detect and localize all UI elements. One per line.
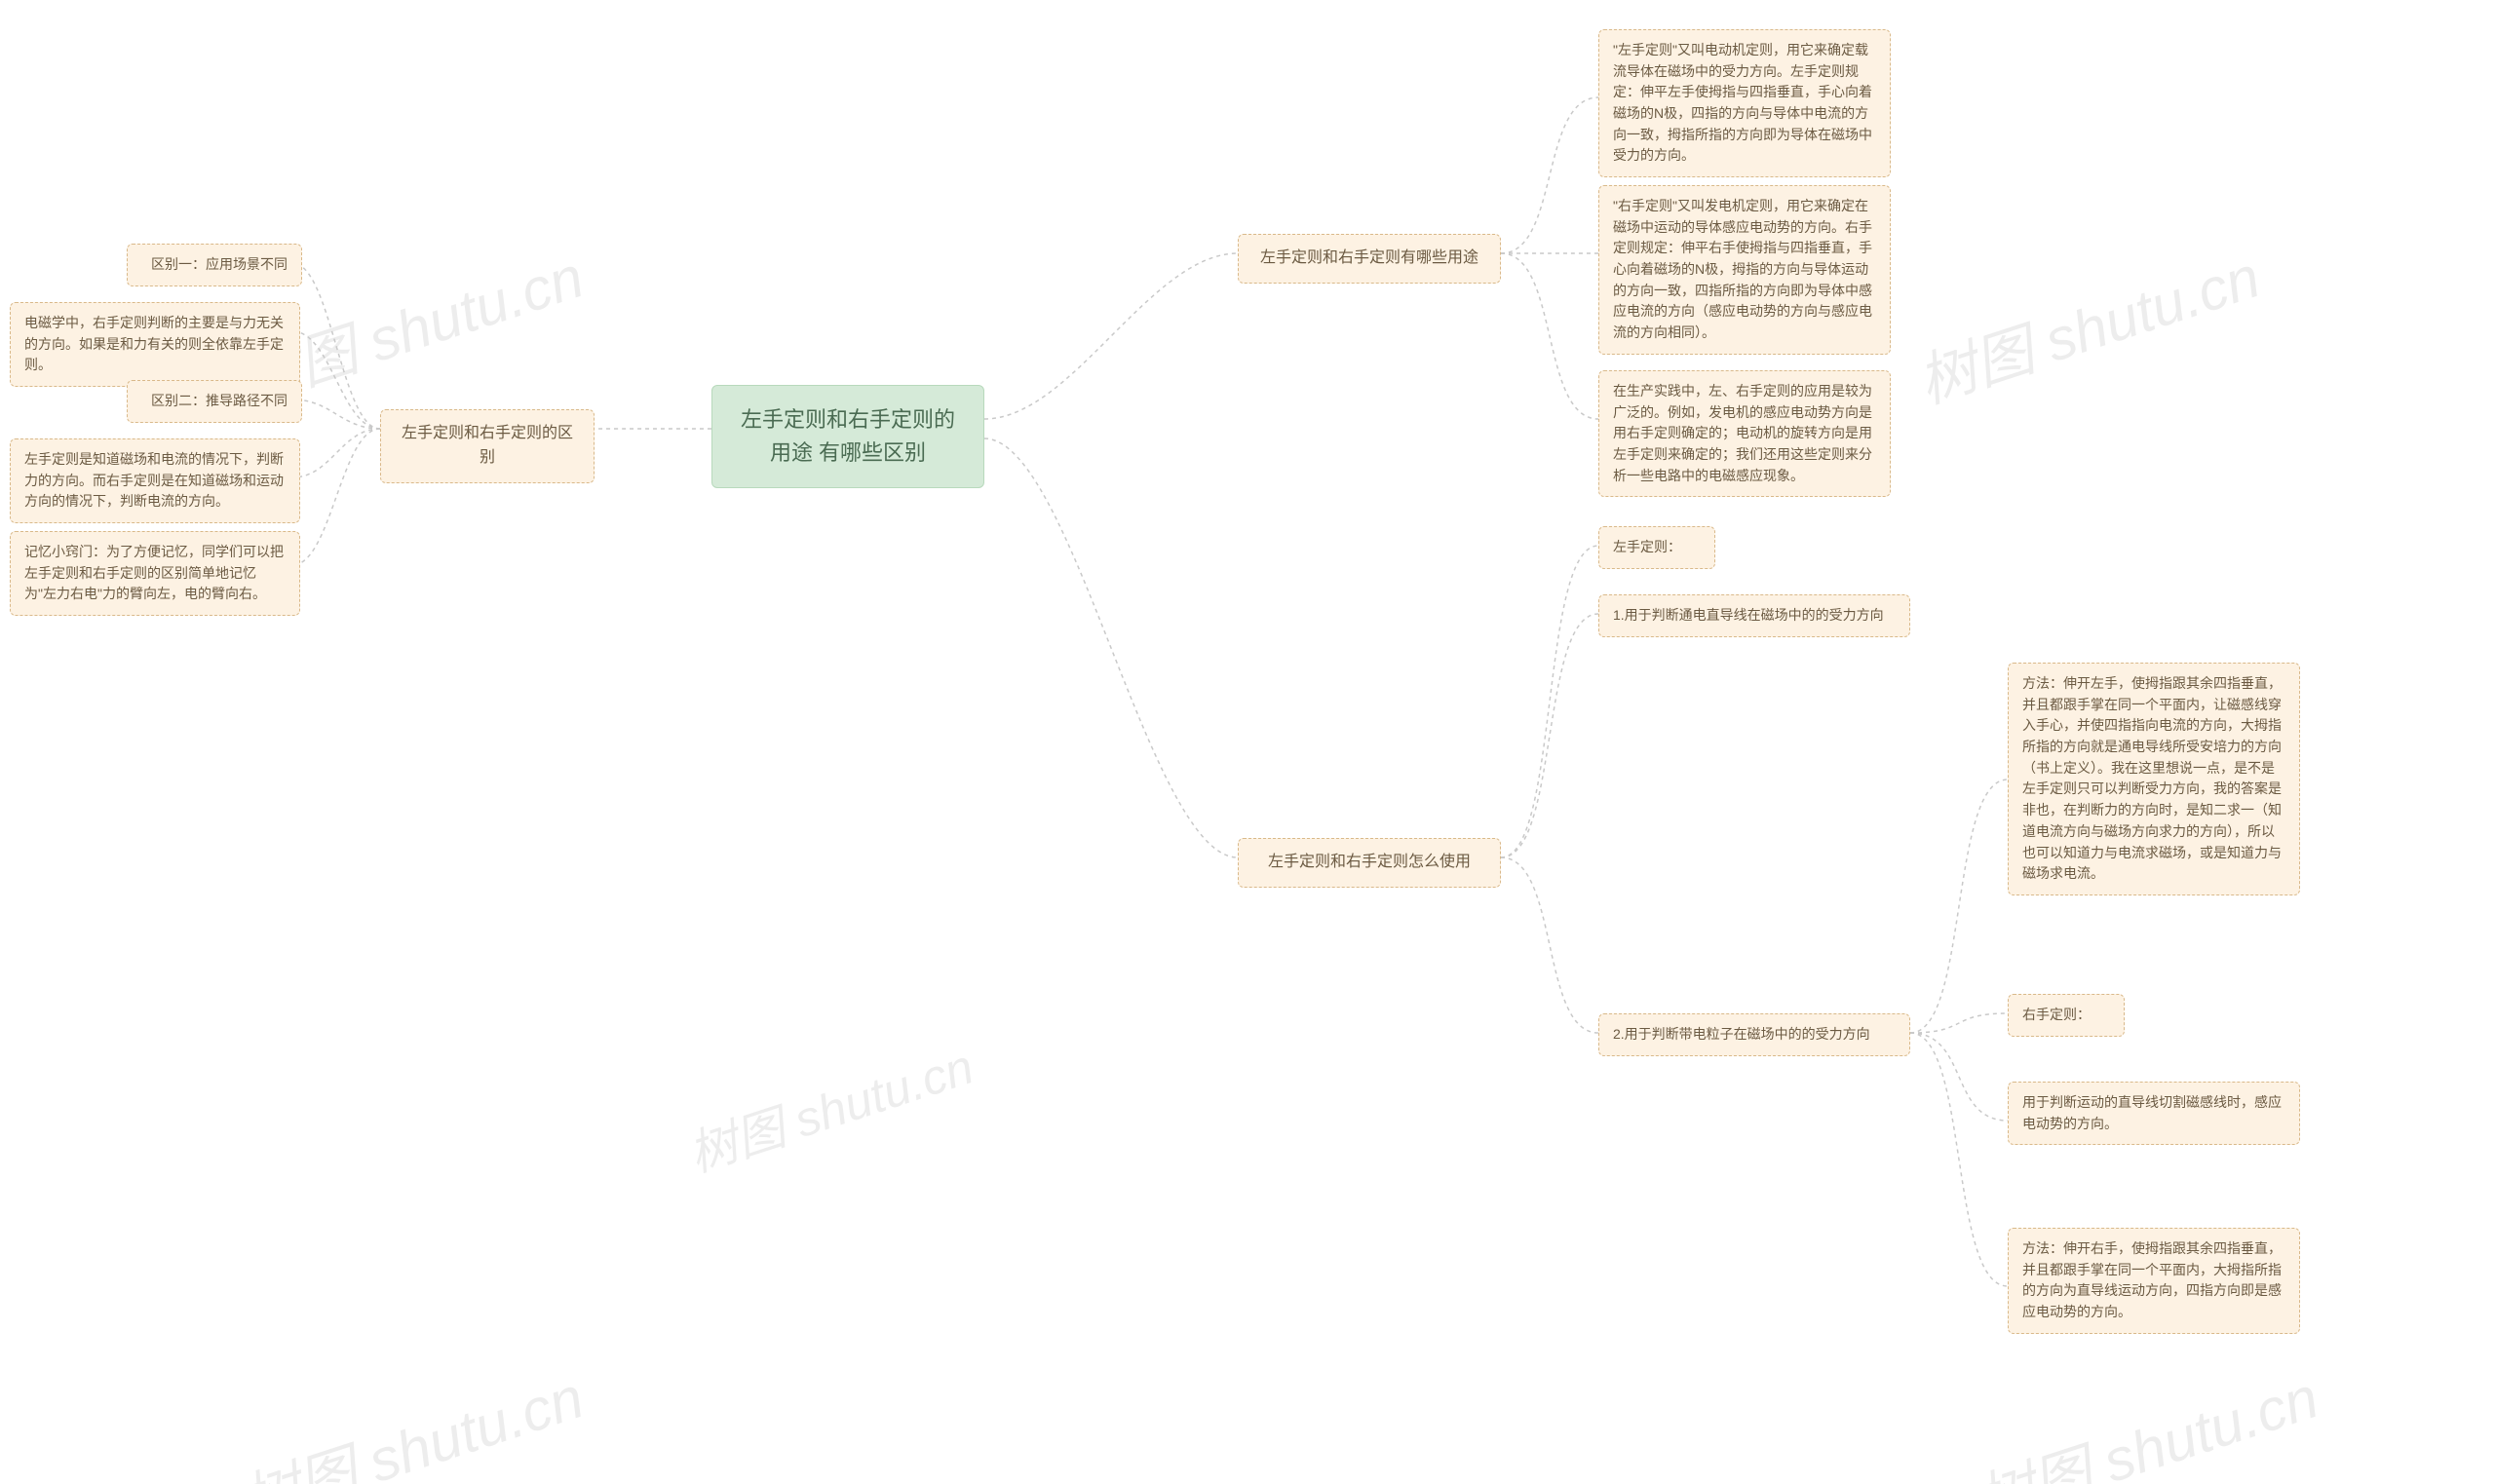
- watermark: 树图 shutu.cn: [1905, 230, 2269, 420]
- right-bottom-branch-label: 左手定则和右手定则怎么使用: [1268, 854, 1471, 870]
- sub-leaf-2: 用于判断运动的直导线切割磁感线时，感应电动势的方向。: [2008, 1082, 2300, 1145]
- right-bottom-leaf-1-text: 1.用于判断通电直导线在磁场中的的受力方向: [1613, 607, 1884, 623]
- right-top-branch-label: 左手定则和右手定则有哪些用途: [1260, 249, 1478, 266]
- left-leaf-3: 左手定则是知道磁场和电流的情况下，判断力的方向。而右手定则是在知道磁场和运动方向…: [10, 438, 300, 523]
- left-branch: 左手定则和右手定则的区别: [380, 409, 595, 483]
- right-top-leaf-1-text: "右手定则"又叫发电机定则，用它来确定在磁场中运动的导体感应电动势的方向。右手定…: [1613, 198, 1872, 340]
- sub-leaf-0-text: 方法：伸开左手，使拇指跟其余四指垂直，并且都跟手掌在同一个平面内，让磁感线穿入手…: [2022, 675, 2282, 881]
- right-bottom-leaf-2-text: 2.用于判断带电粒子在磁场中的的受力方向: [1613, 1026, 1870, 1042]
- left-leaf-3-text: 左手定则是知道磁场和电流的情况下，判断力的方向。而右手定则是在知道磁场和运动方向…: [24, 451, 284, 509]
- right-top-leaf-2-text: 在生产实践中，左、右手定则的应用是较为广泛的。例如，发电机的感应电动势方向是用右…: [1613, 383, 1872, 483]
- left-leaf-2-text: 区别二：推导路径不同: [151, 393, 288, 408]
- right-bottom-leaf-0-text: 左手定则：: [1613, 539, 1681, 554]
- left-leaf-0: 区别一：应用场景不同: [127, 244, 302, 286]
- left-leaf-0-text: 区别一：应用场景不同: [151, 256, 288, 272]
- sub-leaf-0: 方法：伸开左手，使拇指跟其余四指垂直，并且都跟手掌在同一个平面内，让磁感线穿入手…: [2008, 663, 2300, 895]
- right-bottom-branch: 左手定则和右手定则怎么使用: [1238, 838, 1501, 888]
- left-leaf-2: 区别二：推导路径不同: [127, 380, 302, 423]
- right-top-leaf-0: "左手定则"又叫电动机定则，用它来确定载流导体在磁场中的受力方向。左手定则规定：…: [1598, 29, 1891, 177]
- sub-leaf-3-text: 方法：伸开右手，使拇指跟其余四指垂直，并且都跟手掌在同一个平面内，大拇指所指的方…: [2022, 1240, 2282, 1319]
- watermark: 树图 shutu.cn: [229, 1351, 593, 1484]
- right-top-leaf-2: 在生产实践中，左、右手定则的应用是较为广泛的。例如，发电机的感应电动势方向是用右…: [1598, 370, 1891, 497]
- right-top-branch: 左手定则和右手定则有哪些用途: [1238, 234, 1501, 284]
- left-branch-label: 左手定则和右手定则的区别: [402, 425, 573, 466]
- left-leaf-4-text: 记忆小窍门：为了方便记忆，同学们可以把左手定则和右手定则的区别简单地记忆为"左力…: [24, 544, 284, 601]
- sub-leaf-2-text: 用于判断运动的直导线切割磁感线时，感应电动势的方向。: [2022, 1094, 2282, 1131]
- root-node: 左手定则和右手定则的用途 有哪些区别: [711, 385, 984, 488]
- left-leaf-1-text: 电磁学中，右手定则判断的主要是与力无关的方向。如果是和力有关的则全依靠左手定则。: [24, 315, 284, 372]
- left-leaf-4: 记忆小窍门：为了方便记忆，同学们可以把左手定则和右手定则的区别简单地记忆为"左力…: [10, 531, 300, 616]
- sub-leaf-1: 右手定则：: [2008, 994, 2125, 1037]
- right-top-leaf-1: "右手定则"又叫发电机定则，用它来确定在磁场中运动的导体感应电动势的方向。右手定…: [1598, 185, 1891, 355]
- sub-leaf-1-text: 右手定则：: [2022, 1007, 2091, 1022]
- right-top-leaf-0-text: "左手定则"又叫电动机定则，用它来确定载流导体在磁场中的受力方向。左手定则规定：…: [1613, 42, 1872, 163]
- right-bottom-leaf-1: 1.用于判断通电直导线在磁场中的的受力方向: [1598, 594, 1910, 637]
- right-bottom-leaf-2: 2.用于判断带电粒子在磁场中的的受力方向: [1598, 1013, 1910, 1056]
- left-leaf-1: 电磁学中，右手定则判断的主要是与力无关的方向。如果是和力有关的则全依靠左手定则。: [10, 302, 300, 387]
- root-title: 左手定则和右手定则的用途 有哪些区别: [741, 407, 955, 465]
- watermark: 树图 shutu.cn: [678, 1028, 980, 1186]
- right-bottom-leaf-0: 左手定则：: [1598, 526, 1715, 569]
- watermark: 树图 shutu.cn: [1964, 1351, 2327, 1484]
- sub-leaf-3: 方法：伸开右手，使拇指跟其余四指垂直，并且都跟手掌在同一个平面内，大拇指所指的方…: [2008, 1228, 2300, 1334]
